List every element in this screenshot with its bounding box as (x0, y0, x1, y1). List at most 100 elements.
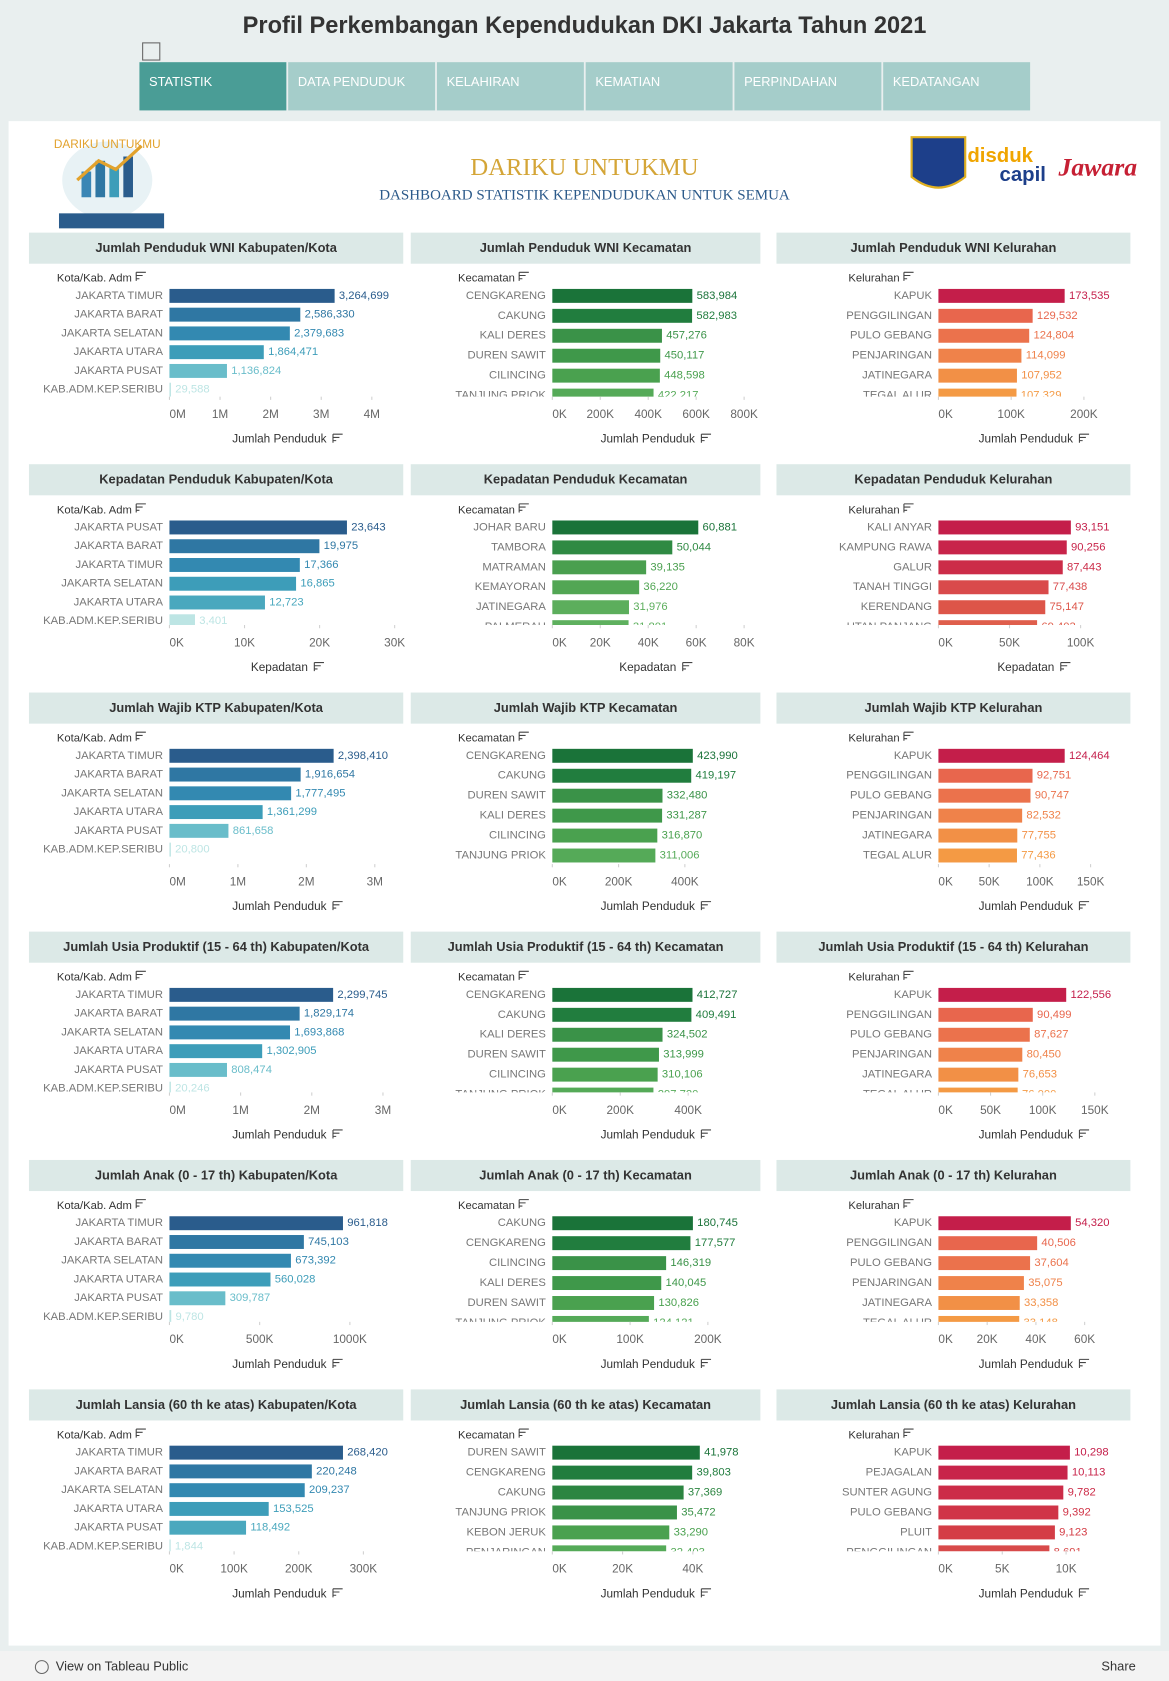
bar[interactable] (938, 520, 1071, 535)
bar[interactable] (938, 1545, 1050, 1559)
bar[interactable] (552, 560, 647, 575)
bar[interactable] (169, 539, 320, 554)
sort-icon[interactable] (518, 1199, 529, 1209)
bar[interactable] (552, 1007, 692, 1022)
sort-icon[interactable] (700, 433, 712, 443)
tab-label[interactable]: STATISTIK (149, 74, 213, 89)
bar[interactable] (938, 1465, 1068, 1480)
bar[interactable] (552, 1087, 654, 1102)
bar[interactable] (552, 1445, 700, 1460)
bar[interactable] (552, 368, 660, 383)
bar[interactable] (938, 788, 1031, 803)
bar[interactable] (169, 595, 265, 610)
bar[interactable] (169, 307, 301, 322)
sort-icon[interactable] (1078, 901, 1090, 911)
bar[interactable] (552, 808, 663, 823)
bar[interactable] (938, 328, 1030, 343)
sort-icon[interactable] (700, 1358, 712, 1368)
sort-icon[interactable] (1078, 433, 1090, 443)
bar[interactable] (169, 1006, 300, 1021)
sort-icon[interactable] (1078, 1129, 1090, 1139)
bar[interactable] (938, 808, 1023, 823)
sort-icon[interactable] (313, 662, 324, 672)
bar[interactable] (938, 1296, 1020, 1310)
bar[interactable] (552, 1276, 662, 1291)
bar[interactable] (169, 345, 264, 360)
bar[interactable] (938, 1256, 1031, 1271)
bar[interactable] (169, 576, 297, 591)
bar[interactable] (552, 388, 654, 403)
bar[interactable] (169, 767, 301, 782)
bar[interactable] (169, 1081, 171, 1096)
bar[interactable] (169, 382, 171, 397)
bar[interactable] (552, 1047, 659, 1062)
bar[interactable] (169, 842, 171, 857)
sort-icon[interactable] (518, 731, 529, 741)
share-button[interactable]: Share (1101, 1658, 1135, 1673)
bar[interactable] (552, 828, 658, 843)
bar[interactable] (169, 805, 263, 820)
bar[interactable] (938, 348, 1022, 363)
bar[interactable] (938, 748, 1065, 763)
bar[interactable] (169, 1062, 227, 1077)
sort-icon[interactable] (332, 1129, 343, 1139)
sort-icon[interactable] (903, 271, 914, 281)
bar[interactable] (169, 614, 195, 628)
bar[interactable] (938, 1485, 1064, 1500)
bar[interactable] (552, 620, 629, 634)
bar[interactable] (552, 600, 629, 615)
bar[interactable] (552, 580, 640, 595)
bar[interactable] (552, 308, 693, 323)
bar[interactable] (938, 987, 1067, 1002)
bar[interactable] (938, 768, 1033, 783)
bar[interactable] (938, 580, 1049, 595)
sort-icon[interactable] (903, 731, 914, 741)
bar[interactable] (169, 1235, 304, 1249)
sort-icon[interactable] (135, 503, 146, 513)
bar[interactable] (552, 1545, 667, 1559)
bar[interactable] (169, 786, 292, 801)
bar[interactable] (938, 828, 1018, 843)
bar[interactable] (169, 363, 227, 378)
bar[interactable] (169, 1253, 291, 1268)
sort-icon[interactable] (332, 1588, 343, 1598)
sort-icon[interactable] (903, 970, 914, 980)
bar[interactable] (938, 308, 1033, 323)
bar[interactable] (552, 1296, 655, 1310)
sort-icon[interactable] (518, 1428, 529, 1438)
sort-icon[interactable] (135, 1199, 146, 1209)
bar[interactable] (938, 1236, 1038, 1251)
sort-icon[interactable] (518, 271, 529, 281)
sort-icon[interactable] (332, 1358, 343, 1368)
bar[interactable] (169, 1445, 343, 1460)
bar[interactable] (938, 1027, 1030, 1042)
tab-label[interactable]: KELAHIRAN (447, 74, 520, 89)
bar[interactable] (552, 1236, 691, 1251)
sort-icon[interactable] (1078, 1358, 1090, 1368)
bar[interactable] (169, 1291, 226, 1306)
sort-icon[interactable] (135, 970, 146, 980)
bar[interactable] (938, 1007, 1033, 1022)
bar[interactable] (169, 1310, 172, 1324)
tab[interactable] (436, 62, 584, 111)
bar[interactable] (552, 288, 693, 303)
bar[interactable] (938, 600, 1046, 615)
bar[interactable] (938, 1067, 1019, 1082)
bar[interactable] (169, 558, 300, 572)
bar[interactable] (552, 987, 693, 1002)
tab[interactable] (288, 62, 436, 111)
tab[interactable] (734, 62, 882, 111)
footer-link[interactable]: View on Tableau Public (56, 1658, 189, 1673)
bar[interactable] (552, 1027, 663, 1042)
sort-icon[interactable] (518, 970, 529, 980)
tab-label[interactable]: DATA PENDUDUK (298, 74, 406, 89)
bar[interactable] (552, 1216, 693, 1231)
bar[interactable] (169, 1044, 263, 1059)
bar[interactable] (169, 1501, 269, 1516)
sort-icon[interactable] (903, 1199, 914, 1209)
bar[interactable] (938, 1445, 1070, 1460)
bar[interactable] (552, 768, 692, 783)
bar[interactable] (552, 1505, 677, 1520)
bar[interactable] (938, 1087, 1018, 1102)
bar[interactable] (169, 1464, 312, 1479)
